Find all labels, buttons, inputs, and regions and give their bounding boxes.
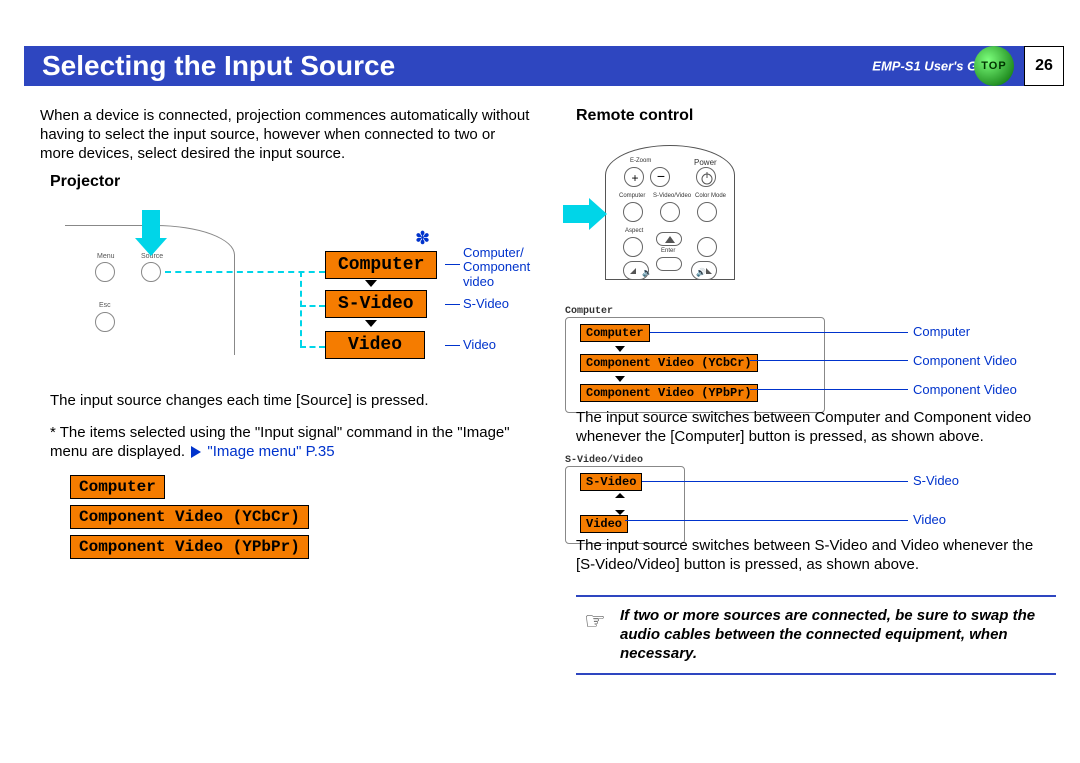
remote-aspect-button <box>623 237 643 257</box>
projector-diagram: Menu Source Esc ✽ Computer S-Video Video… <box>65 200 535 375</box>
enter-label: Enter <box>661 248 675 254</box>
section-heading-remote: Remote control <box>576 107 693 125</box>
lbl-b1-1: Computer <box>913 325 970 339</box>
triangle-updown-icon <box>615 495 625 513</box>
block1-title: Computer <box>565 306 1055 317</box>
remote-computer-button <box>623 202 643 222</box>
lbl-b2-1: S-Video <box>913 474 959 488</box>
remote-vol-down: 🔈 <box>623 261 649 280</box>
aspect-label: Aspect <box>625 228 643 234</box>
page-title: Selecting the Input Source <box>42 50 395 82</box>
source-button-icon <box>141 262 161 282</box>
remote-outline: E-Zoom + − Power Computer S-Video/Video … <box>605 145 735 280</box>
label-svideo: S-Video <box>463 297 509 311</box>
conn <box>750 360 908 361</box>
header-bar: Selecting the Input Source EMP-S1 User's… <box>24 46 1024 86</box>
ezoom-label: E-Zoom <box>630 158 651 164</box>
projector-text-1: The input source changes each time [Sour… <box>50 392 540 409</box>
computer-label: Computer <box>619 193 645 199</box>
tag-b1-2: Component Video (YCbCr) <box>580 354 758 372</box>
page-number: 26 <box>1024 46 1064 86</box>
hand-point-icon: ☞ <box>580 607 610 663</box>
solid-conn <box>445 264 460 265</box>
remote-text-2: The input source switches between S-Vide… <box>576 537 1056 575</box>
triangle-down-icon <box>365 280 377 287</box>
menu-label: Menu <box>97 253 115 260</box>
remote-diagram: E-Zoom + − Power Computer S-Video/Video … <box>575 140 1055 305</box>
remote-plus-icon: + <box>624 167 644 187</box>
svg-text:−: − <box>657 168 665 184</box>
conn <box>642 481 908 482</box>
remote-text-1: The input source switches between Comput… <box>576 409 1056 447</box>
tag-svideo: S-Video <box>325 290 427 318</box>
connector-dotted-h2 <box>300 305 325 307</box>
solid-conn <box>445 304 460 305</box>
remote-svideo-button <box>660 202 680 222</box>
remote-enter-button <box>656 257 682 271</box>
conn <box>650 332 908 333</box>
remote-colormode-button <box>697 202 717 222</box>
tag-b2-2: Video <box>580 515 628 533</box>
pointer-icon <box>191 446 201 458</box>
svg-text:🔊: 🔊 <box>696 267 706 277</box>
tip-box: ☞ If two or more sources are connected, … <box>576 595 1056 675</box>
triangle-down-icon <box>365 320 377 327</box>
esc-button-icon <box>95 312 115 332</box>
remote-menu-button <box>697 237 717 257</box>
tag-computer-small: Computer <box>70 475 165 499</box>
menu-button-icon <box>95 262 115 282</box>
orange-list: Computer Component Video (YCbCr) Compone… <box>70 475 309 565</box>
tag-computer: Computer <box>325 251 437 279</box>
power-label: Power <box>694 158 717 167</box>
tip-text: If two or more sources are connected, be… <box>620 607 1052 663</box>
top-badge[interactable]: TOP <box>974 46 1014 86</box>
svideo-label: S-Video/Video <box>653 193 691 199</box>
tag-video: Video <box>325 331 425 359</box>
image-menu-link[interactable]: "Image menu" P.35 <box>207 443 334 460</box>
asterisk-icon: ✽ <box>415 228 430 249</box>
triangle-down-icon <box>615 346 625 352</box>
tag-b2-1: S-Video <box>580 473 642 491</box>
remote-up-button <box>656 232 682 246</box>
svideo-source-block: S-Video/Video S-Video Video S-Video Vide… <box>565 455 1055 544</box>
svg-text:+: + <box>631 171 638 185</box>
tag-ycbcr: Component Video (YCbCr) <box>70 505 309 529</box>
esc-label: Esc <box>99 302 111 309</box>
arrow-down-icon <box>142 210 167 256</box>
arrow-right-icon <box>563 198 607 230</box>
connector-dotted-v <box>300 271 302 346</box>
tag-ypbpr: Component Video (YPbPr) <box>70 535 309 559</box>
projector-text-2: * The items selected using the "Input si… <box>50 424 540 462</box>
triangle-down-icon <box>615 376 625 382</box>
section-heading-projector: Projector <box>50 173 120 191</box>
lbl-b2-2: Video <box>913 513 946 527</box>
remote-vol-up: 🔊 <box>691 261 717 280</box>
colormode-label: Color Mode <box>695 193 726 199</box>
remote-power-icon <box>696 167 716 187</box>
lbl-b1-2: Component Video <box>913 354 1017 368</box>
remote-minus-icon: − <box>650 167 670 187</box>
computer-source-block: Computer Computer Component Video (YCbCr… <box>565 306 1055 413</box>
svg-text:🔈: 🔈 <box>642 268 652 277</box>
connector-dotted-h3 <box>300 346 325 348</box>
conn <box>625 520 908 521</box>
intro-text: When a device is connected, projection c… <box>40 107 530 163</box>
block2-title: S-Video/Video <box>565 455 1055 466</box>
label-computer-component: Computer/ Component video <box>463 246 530 289</box>
tag-b1-1: Computer <box>580 324 650 342</box>
lbl-b1-3: Component Video <box>913 383 1017 397</box>
label-video: Video <box>463 338 496 352</box>
tag-b1-3: Component Video (YPbPr) <box>580 384 758 402</box>
conn <box>750 389 908 390</box>
solid-conn <box>445 345 460 346</box>
